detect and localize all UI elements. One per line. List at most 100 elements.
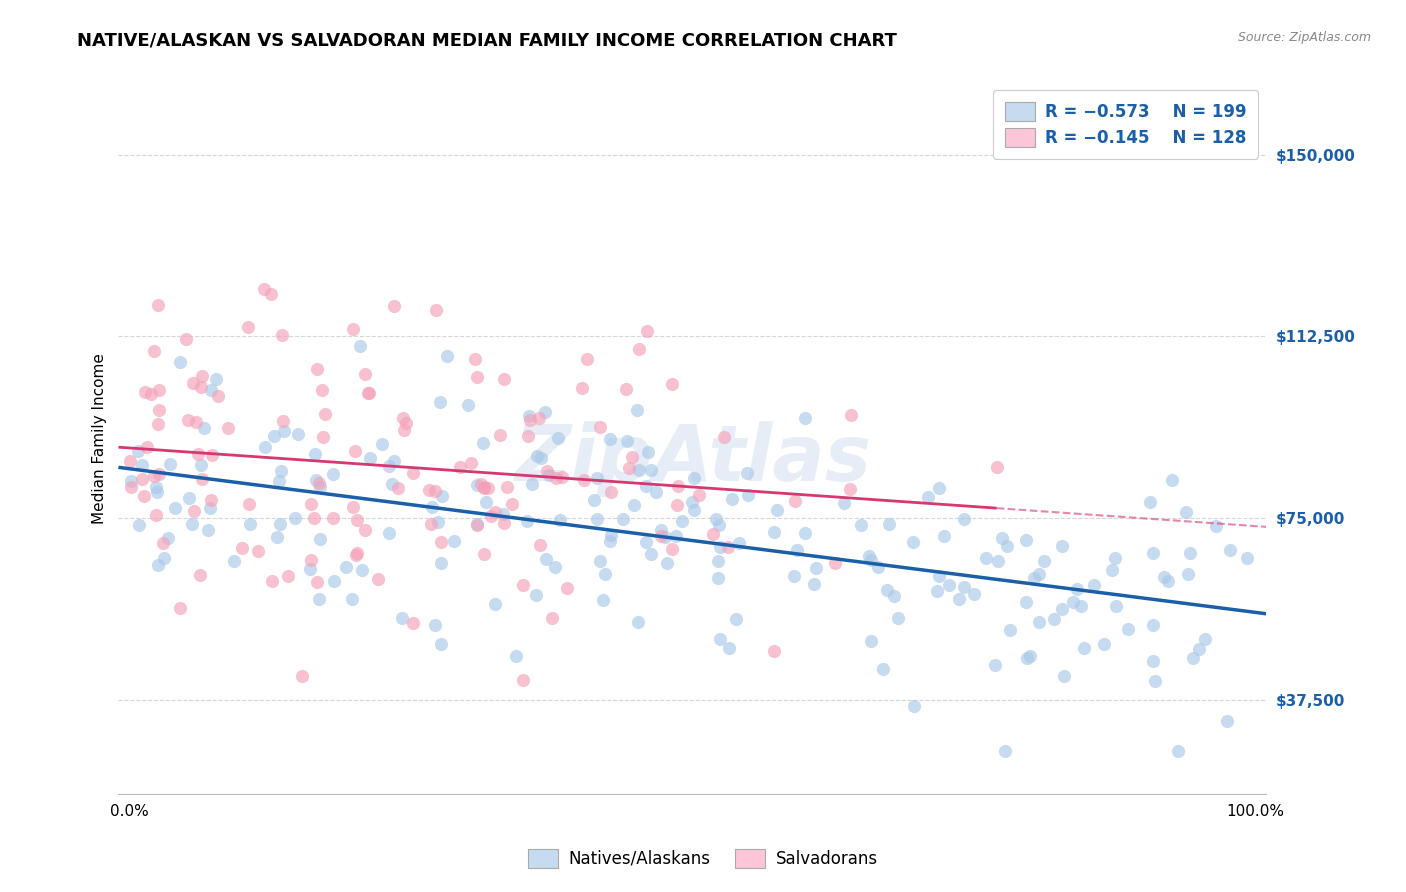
Point: [314, 407, 336, 421]
Point: [938, 577, 960, 591]
Point: [614, 382, 637, 396]
Point: [928, 568, 950, 582]
Point: [443, 534, 465, 549]
Point: [1188, 642, 1211, 657]
Point: [342, 500, 364, 515]
Point: [145, 480, 167, 494]
Point: [193, 420, 215, 434]
Point: [627, 342, 650, 356]
Point: [263, 428, 285, 442]
Point: [1015, 533, 1038, 548]
Point: [132, 489, 155, 503]
Point: [872, 662, 894, 676]
Point: [148, 417, 170, 431]
Point: [576, 351, 599, 366]
Point: [1205, 518, 1227, 533]
Point: [661, 377, 683, 392]
Point: [709, 632, 731, 646]
Point: [391, 610, 413, 624]
Point: [623, 498, 645, 512]
Point: [974, 551, 997, 566]
Point: [683, 502, 706, 516]
Point: [217, 421, 239, 435]
Point: [357, 385, 380, 400]
Text: NATIVE/ALASKAN VS SALVADORAN MEDIAN FAMILY INCOME CORRELATION CHART: NATIVE/ALASKAN VS SALVADORAN MEDIAN FAMI…: [77, 31, 897, 49]
Point: [239, 516, 262, 531]
Point: [457, 398, 479, 412]
Point: [304, 447, 326, 461]
Point: [786, 542, 808, 557]
Point: [706, 570, 728, 584]
Point: [1050, 602, 1073, 616]
Point: [146, 558, 169, 572]
Point: [1033, 554, 1056, 568]
Point: [156, 532, 179, 546]
Point: [190, 380, 212, 394]
Point: [724, 612, 747, 626]
Point: [420, 500, 443, 515]
Point: [529, 538, 551, 552]
Point: [143, 344, 166, 359]
Point: [1157, 574, 1180, 589]
Point: [145, 508, 167, 522]
Point: [1050, 539, 1073, 553]
Point: [460, 456, 482, 470]
Point: [783, 569, 806, 583]
Point: [804, 561, 827, 575]
Point: [783, 494, 806, 508]
Point: [200, 493, 222, 508]
Point: [179, 491, 201, 505]
Point: [181, 517, 204, 532]
Point: [1101, 563, 1123, 577]
Point: [190, 568, 212, 582]
Point: [585, 471, 607, 485]
Point: [530, 451, 553, 466]
Point: [990, 531, 1012, 545]
Point: [655, 557, 678, 571]
Point: [349, 339, 371, 353]
Point: [308, 591, 330, 606]
Point: [430, 556, 453, 570]
Point: [204, 372, 226, 386]
Point: [1177, 566, 1199, 581]
Point: [271, 413, 294, 427]
Point: [190, 472, 212, 486]
Point: [491, 507, 513, 521]
Point: [153, 550, 176, 565]
Point: [1167, 744, 1189, 758]
Point: [516, 429, 538, 443]
Point: [354, 367, 377, 381]
Point: [260, 574, 283, 588]
Point: [666, 498, 689, 512]
Point: [589, 553, 612, 567]
Point: [290, 668, 312, 682]
Point: [420, 516, 443, 531]
Point: [187, 447, 209, 461]
Point: [707, 554, 730, 568]
Point: [995, 539, 1018, 553]
Point: [344, 444, 367, 458]
Point: [477, 482, 499, 496]
Point: [267, 474, 290, 488]
Point: [449, 459, 471, 474]
Point: [1143, 673, 1166, 688]
Point: [190, 458, 212, 472]
Point: [901, 534, 924, 549]
Point: [717, 541, 740, 555]
Point: [953, 580, 976, 594]
Point: [1216, 714, 1239, 728]
Point: [488, 428, 510, 442]
Point: [866, 560, 889, 574]
Point: [342, 322, 364, 336]
Point: [794, 526, 817, 541]
Point: [963, 587, 986, 601]
Point: [299, 553, 322, 567]
Point: [128, 517, 150, 532]
Point: [143, 468, 166, 483]
Point: [425, 302, 447, 317]
Point: [299, 497, 322, 511]
Point: [169, 354, 191, 368]
Point: [308, 475, 330, 490]
Point: [201, 449, 224, 463]
Point: [925, 584, 948, 599]
